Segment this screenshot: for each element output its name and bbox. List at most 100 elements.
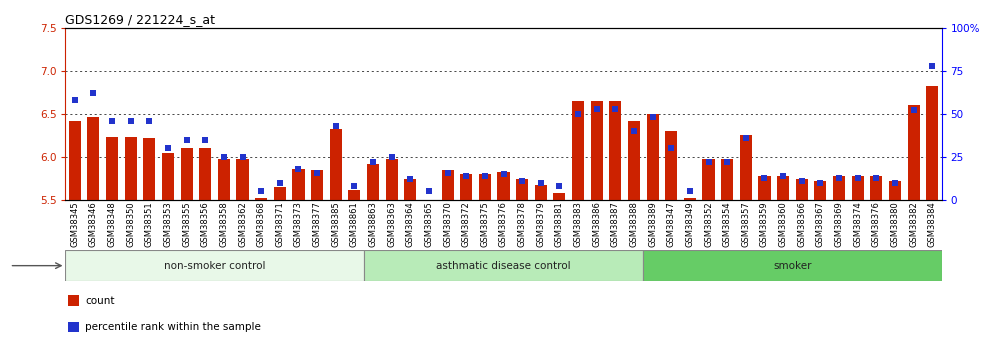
Bar	[721, 159, 733, 200]
Bar	[535, 185, 547, 200]
Bar	[796, 178, 808, 200]
Bar	[833, 176, 845, 200]
Bar	[348, 190, 361, 200]
Bar	[274, 187, 286, 200]
Text: GSM38364: GSM38364	[406, 201, 415, 247]
Point	[215, 154, 232, 160]
Bar	[740, 135, 752, 200]
Bar	[125, 137, 137, 200]
Bar	[478, 174, 491, 200]
Bar	[237, 159, 249, 200]
Text: GSM38372: GSM38372	[462, 201, 470, 247]
Point	[701, 159, 717, 165]
Bar	[926, 86, 939, 200]
Text: GSM38387: GSM38387	[611, 201, 620, 247]
Text: GSM38389: GSM38389	[649, 201, 658, 247]
Point	[421, 189, 437, 194]
Text: GSM38345: GSM38345	[70, 201, 80, 247]
Bar	[666, 131, 678, 200]
Point	[905, 108, 921, 113]
Point	[682, 189, 698, 194]
Text: GSM38385: GSM38385	[331, 201, 340, 247]
Text: GSM38374: GSM38374	[853, 201, 862, 247]
Bar	[329, 129, 341, 200]
Bar	[65, 250, 364, 281]
Text: GSM38360: GSM38360	[778, 201, 787, 247]
Point	[868, 175, 884, 180]
Text: GSM38363: GSM38363	[387, 201, 396, 247]
Text: GSM38383: GSM38383	[574, 201, 583, 247]
Text: GSM38377: GSM38377	[312, 201, 321, 247]
Bar	[441, 170, 453, 200]
Point	[515, 178, 531, 184]
Text: count: count	[86, 296, 115, 306]
Text: GSM38861: GSM38861	[349, 201, 358, 247]
Point	[402, 177, 418, 182]
Text: GSM38353: GSM38353	[163, 201, 172, 247]
Text: GSM38359: GSM38359	[760, 201, 769, 247]
Bar	[67, 295, 79, 306]
Point	[160, 146, 176, 151]
Text: GSM38351: GSM38351	[145, 201, 154, 247]
Bar	[889, 181, 901, 200]
Point	[589, 106, 605, 111]
Point	[272, 180, 288, 186]
Text: GSM38371: GSM38371	[275, 201, 284, 247]
Point	[775, 173, 792, 179]
Bar	[646, 114, 659, 200]
Text: GDS1269 / 221224_s_at: GDS1269 / 221224_s_at	[64, 13, 214, 27]
Point	[384, 154, 400, 160]
Text: GSM38369: GSM38369	[835, 201, 844, 247]
Text: GSM38380: GSM38380	[890, 201, 899, 247]
Point	[738, 135, 754, 141]
Bar	[88, 117, 100, 200]
Text: GSM38386: GSM38386	[592, 201, 601, 247]
Point	[197, 137, 213, 142]
Point	[533, 180, 549, 186]
Text: GSM38348: GSM38348	[108, 201, 117, 247]
Text: GSM38384: GSM38384	[927, 201, 937, 247]
Text: smoker: smoker	[773, 261, 812, 270]
Point	[794, 178, 810, 184]
Bar	[386, 159, 398, 200]
Bar	[162, 152, 174, 200]
Bar	[870, 176, 882, 200]
Text: GSM38375: GSM38375	[480, 201, 489, 247]
Bar	[516, 178, 529, 200]
Point	[365, 159, 381, 165]
Text: GSM38354: GSM38354	[723, 201, 732, 247]
Text: GSM38357: GSM38357	[741, 201, 750, 247]
Point	[719, 159, 735, 165]
Bar	[367, 164, 379, 200]
Text: GSM38376: GSM38376	[499, 201, 508, 247]
Point	[626, 128, 642, 134]
Bar	[777, 176, 789, 200]
Point	[327, 123, 343, 129]
Point	[924, 63, 941, 68]
Point	[290, 166, 306, 172]
Text: non-smoker control: non-smoker control	[164, 261, 265, 270]
Bar	[199, 148, 211, 200]
Bar	[609, 101, 621, 200]
Text: GSM38355: GSM38355	[182, 201, 191, 247]
Bar	[143, 138, 155, 200]
Point	[644, 115, 661, 120]
Bar	[628, 121, 640, 200]
Bar	[67, 322, 79, 332]
Point	[66, 97, 83, 103]
Text: GSM38368: GSM38368	[257, 201, 266, 247]
Point	[831, 175, 847, 180]
Text: GSM38366: GSM38366	[798, 201, 807, 247]
Bar	[106, 137, 118, 200]
Text: GSM38382: GSM38382	[909, 201, 918, 247]
Point	[458, 173, 474, 179]
Bar	[907, 105, 919, 200]
Bar	[703, 159, 715, 200]
Bar	[255, 198, 267, 200]
Text: GSM38367: GSM38367	[816, 201, 825, 247]
Point	[887, 180, 903, 186]
Bar	[68, 121, 81, 200]
Text: GSM38376: GSM38376	[872, 201, 881, 247]
Bar	[852, 176, 864, 200]
Point	[439, 170, 455, 175]
